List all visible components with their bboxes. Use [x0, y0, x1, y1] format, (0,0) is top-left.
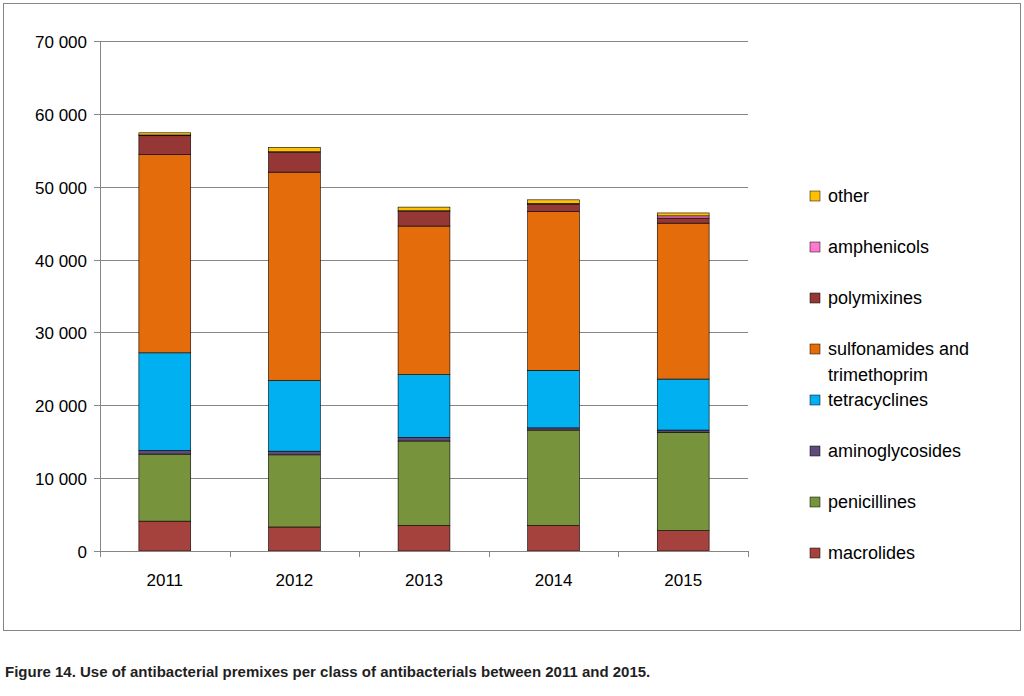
- x-tick: [748, 551, 749, 557]
- bar-segment: [528, 200, 580, 204]
- bar-segment: [398, 526, 450, 552]
- y-tick-label: 50 000: [35, 179, 87, 198]
- bar-segment: [139, 133, 191, 135]
- bar-segment: [398, 437, 450, 441]
- grid: [94, 42, 748, 552]
- bar-segment: [657, 223, 709, 379]
- y-tick: [94, 551, 100, 552]
- bar-segment: [657, 531, 709, 551]
- bar-segment: [268, 527, 320, 551]
- bar-segment: [268, 381, 320, 452]
- x-tick-label: 2012: [275, 571, 313, 590]
- y-tick-label: 40 000: [35, 252, 87, 271]
- y-tick-label: 20 000: [35, 397, 87, 416]
- bar-segment: [528, 204, 580, 211]
- bar-segment: [398, 226, 450, 375]
- y-tick: [94, 187, 100, 188]
- legend-swatch: [810, 497, 820, 507]
- x-tick: [359, 551, 360, 557]
- legend-swatch: [810, 242, 820, 252]
- bar-segment: [268, 172, 320, 380]
- bar-segment: [139, 136, 191, 155]
- bar-segment: [528, 211, 580, 370]
- x-tick: [230, 551, 231, 557]
- y-tick-label: 60 000: [35, 106, 87, 125]
- legend-label: aminoglycosides: [828, 441, 961, 461]
- x-tick-label: 2015: [664, 571, 702, 590]
- legend-label: polymixines: [828, 288, 922, 308]
- y-tick-label: 30 000: [35, 324, 87, 343]
- bar-segment: [657, 430, 709, 432]
- x-tick: [618, 551, 619, 557]
- bar-segment: [657, 379, 709, 430]
- bar-segment: [268, 451, 320, 455]
- bar-segment: [398, 441, 450, 526]
- bar-segment: [268, 455, 320, 527]
- legend-swatch: [810, 548, 820, 558]
- y-tick: [94, 41, 100, 42]
- bars: [139, 133, 709, 551]
- legend-swatch: [810, 395, 820, 405]
- y-tick: [94, 332, 100, 333]
- bar-segment: [398, 375, 450, 438]
- y-tick: [94, 478, 100, 479]
- x-tick-label: 2011: [147, 571, 184, 590]
- grid-line: [100, 551, 748, 552]
- chart-frame: [4, 4, 1021, 631]
- grid-line: [100, 114, 748, 115]
- bar-segment: [398, 207, 450, 211]
- y-tick: [94, 260, 100, 261]
- y-tick-label: 10 000: [35, 470, 87, 489]
- grid-line: [100, 187, 748, 188]
- bar-segment: [528, 370, 580, 428]
- y-tick: [94, 114, 100, 115]
- bar-segment: [139, 450, 191, 454]
- bar-segment: [139, 454, 191, 521]
- legend-swatch: [810, 191, 820, 201]
- bar-segment: [528, 428, 580, 430]
- legend-swatch: [810, 344, 820, 354]
- legend-swatch: [810, 293, 820, 303]
- bar-segment: [268, 152, 320, 172]
- legend-label: macrolides: [828, 543, 915, 563]
- x-axis: [100, 551, 748, 552]
- bar-segment: [398, 211, 450, 226]
- legend-swatch: [810, 446, 820, 456]
- bar-segment: [657, 218, 709, 223]
- x-tick-label: 2014: [535, 571, 573, 590]
- legend-label: penicillines: [828, 492, 916, 512]
- legend-label: tetracyclines: [828, 390, 928, 410]
- legend: other amphenicols polymixines sulfonamides …: [810, 186, 974, 563]
- y-tick-label: 0: [78, 543, 87, 562]
- bar-segment: [139, 521, 191, 551]
- chart: 0 10 000 20 000 30 000 40 000 50 000 60 000 70 …: [0, 0, 1024, 696]
- bar-segment: [139, 353, 191, 451]
- chart-title: Figure 14. Use of antibacterial premixes…: [5, 663, 650, 680]
- legend-label: sulfonamides and trimethoprim: [828, 339, 974, 385]
- legend-label: amphenicols: [828, 237, 929, 257]
- legend-label: other: [828, 186, 869, 206]
- x-tick-label: 2013: [405, 571, 443, 590]
- bar-segment: [268, 147, 320, 151]
- bar-segment: [528, 526, 580, 552]
- y-tick-label: 70 000: [35, 33, 87, 52]
- y-axis: [100, 41, 101, 551]
- legend-label-line: trimethoprim: [828, 365, 928, 385]
- bar-segment: [657, 432, 709, 530]
- bar-segment: [528, 430, 580, 525]
- bar-segment: [139, 155, 191, 353]
- grid-line: [100, 41, 748, 42]
- legend-label-line: sulfonamides and: [828, 339, 974, 359]
- bar-segment: [657, 213, 709, 216]
- y-tick: [94, 405, 100, 406]
- bar-segment: [657, 216, 709, 218]
- x-tick: [100, 551, 101, 557]
- x-tick: [489, 551, 490, 557]
